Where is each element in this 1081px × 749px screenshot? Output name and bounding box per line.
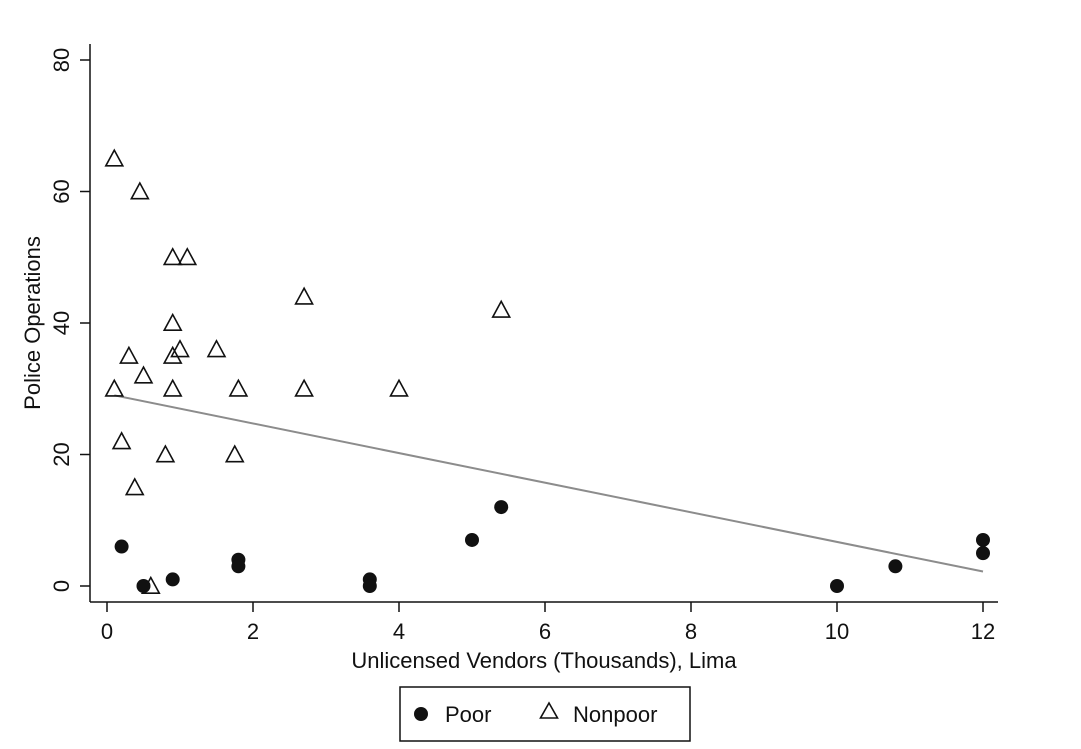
point-nonpoor (119, 345, 139, 364)
point-nonpoor (130, 181, 150, 200)
point-nonpoor (104, 148, 125, 167)
x-tick-label: 8 (685, 619, 697, 644)
x-axis-title: Unlicensed Vendors (Thousands), Lima (351, 648, 737, 673)
point-nonpoor (491, 299, 512, 318)
y-tick-label: 20 (49, 442, 74, 466)
point-nonpoor (124, 477, 145, 496)
legend-nonpoor-label: Nonpoor (573, 702, 657, 727)
x-tick-label: 2 (247, 619, 259, 644)
point-nonpoor (389, 378, 409, 397)
point-nonpoor (155, 444, 176, 463)
point-poor (976, 546, 990, 561)
point-nonpoor (111, 431, 132, 450)
point-poor (465, 532, 479, 547)
x-tick-label: 4 (393, 619, 405, 644)
point-nonpoor (140, 575, 161, 595)
legend-nonpoor-marker (539, 701, 559, 719)
point-poor (136, 579, 151, 593)
point-nonpoor (162, 312, 183, 332)
point-nonpoor (206, 339, 227, 358)
point-poor (976, 532, 990, 547)
point-poor (231, 559, 246, 574)
y-tick-label: 80 (49, 48, 74, 72)
y-tick-label: 60 (49, 179, 74, 203)
point-poor (362, 579, 377, 593)
points-layer (104, 148, 990, 595)
point-poor (165, 572, 180, 587)
point-nonpoor (170, 339, 190, 358)
x-axis: 0 2 4 6 8 10 12 (90, 601, 998, 644)
y-tick-label: 40 (49, 311, 74, 335)
point-poor (494, 500, 509, 515)
point-poor (830, 579, 844, 593)
legend-poor-label: Poor (445, 702, 491, 727)
legend-box (399, 686, 691, 742)
legend-poor-marker (414, 707, 428, 721)
point-nonpoor (133, 365, 154, 384)
point-poor (114, 539, 129, 554)
x-tick-label: 6 (539, 619, 551, 644)
x-tick-label: 12 (971, 619, 995, 644)
point-nonpoor (162, 345, 183, 364)
legend: Poor Nonpoor (399, 686, 691, 742)
y-axis-title: Police Operations (20, 236, 45, 410)
point-nonpoor (177, 247, 198, 266)
fit-line-layer (114, 394, 984, 573)
point-nonpoor (228, 378, 249, 397)
point-nonpoor (104, 378, 125, 397)
x-tick-label: 0 (101, 619, 113, 644)
point-nonpoor (162, 247, 183, 266)
point-poor (888, 559, 903, 574)
y-tick-label: 0 (49, 580, 74, 592)
point-nonpoor (162, 378, 183, 397)
point-nonpoor (294, 286, 314, 305)
x-tick-label: 10 (825, 619, 849, 644)
point-nonpoor (224, 444, 245, 463)
point-nonpoor (294, 378, 314, 397)
fit-line (114, 394, 984, 573)
y-axis: 0 20 40 60 80 (49, 44, 91, 602)
